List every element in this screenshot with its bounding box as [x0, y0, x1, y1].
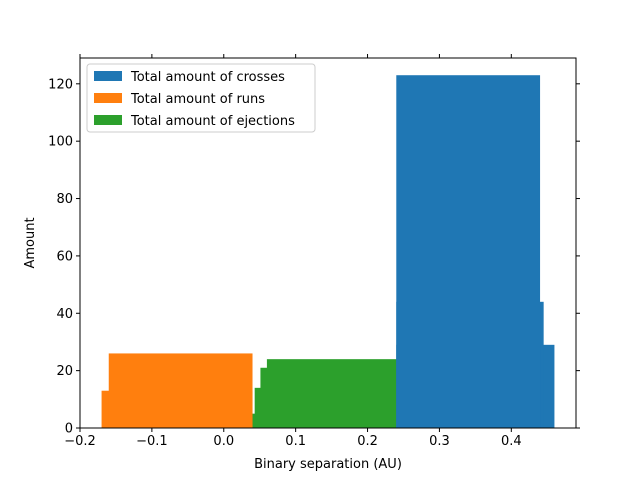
bar-series-0-3	[266, 359, 411, 428]
x-axis-label: Binary separation (AU)	[254, 457, 402, 472]
x-tick-label: 0.1	[285, 434, 306, 449]
legend-swatch	[94, 71, 122, 81]
y-tick-label: 60	[56, 249, 73, 264]
y-tick-label: 0	[65, 422, 73, 437]
legend-label: Total amount of runs	[130, 92, 265, 107]
x-tick-label: 0.3	[429, 434, 450, 449]
y-tick-label: 100	[48, 135, 73, 150]
legend-swatch	[94, 93, 122, 103]
y-tick-label: 20	[56, 364, 73, 379]
ticks-layer: −0.2 −0.1 0.0 0.1 0.2 0.3 0.4 0 20 40 60 80 100 120	[48, 54, 580, 449]
x-tick-label: 0.0	[213, 434, 234, 449]
legend-label: Total amount of crosses	[130, 70, 285, 85]
y-tick-label: 80	[56, 192, 73, 207]
y-axis-label: Amount	[23, 217, 38, 268]
bars-layer	[101, 75, 555, 429]
x-tick-label: −0.2	[64, 434, 96, 449]
x-tick-label: −0.1	[136, 434, 168, 449]
legend-swatch	[94, 115, 122, 125]
axes-frame	[79, 57, 577, 429]
x-tick-label: 0.2	[357, 434, 378, 449]
x-tick-label: 0.4	[501, 434, 522, 449]
y-tick-label: 120	[48, 77, 73, 92]
legend-label: Total amount of ejections	[130, 114, 295, 129]
y-tick-label: 40	[56, 307, 73, 322]
legend-box	[86, 63, 316, 133]
legend: Total amount of crosses Total amount of r…	[86, 63, 316, 133]
bar-series-2-2	[396, 75, 541, 429]
bar-series-1-1	[108, 353, 253, 428]
